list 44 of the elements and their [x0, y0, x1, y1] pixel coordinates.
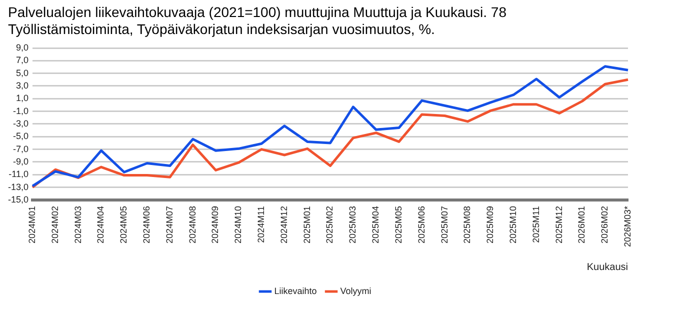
x-tick-label: 2026M03* [622, 205, 632, 248]
y-tick-label: 9,0 [16, 42, 29, 52]
x-tick-label: 2024M06 [142, 206, 152, 244]
x-tick-label: 2024M03 [72, 206, 83, 244]
x-tick-label: 2025M03 [348, 206, 358, 244]
y-tick-label: 5,0 [16, 68, 29, 78]
x-tick-label: 2024M11 [256, 206, 266, 243]
x-tick-label: 2025M12 [554, 206, 564, 244]
x-tick-label: 2025M09 [485, 206, 496, 244]
x-tick-label: 2024M04 [96, 206, 106, 244]
x-tick-label: 2025M02 [324, 206, 335, 244]
y-tick-label: -3,0 [13, 118, 29, 128]
y-tick-label: 7,0 [16, 55, 29, 66]
legend-label: Liikevaihto [274, 286, 317, 296]
y-tick-label: -7,0 [13, 144, 29, 154]
x-tick-label: 2025M04 [370, 206, 381, 244]
x-tick-label: 2024M10 [233, 206, 244, 244]
x-tick-label: 2024M12 [278, 206, 289, 244]
x-tick-label: 2025M11 [530, 206, 541, 243]
y-tick-label: -13,0 [8, 182, 29, 192]
x-tick-label: 2024M08 [187, 206, 198, 244]
x-tick-label: 2025M08 [462, 206, 472, 244]
legend-label: Volyymi [340, 286, 372, 296]
x-tick-label: 2024M05 [118, 206, 129, 244]
y-tick-label: -9,0 [13, 156, 29, 166]
x-tick-label: 2025M06 [416, 206, 426, 244]
x-tick-label: 2025M05 [393, 206, 404, 244]
x-tick-label: 2024M07 [164, 206, 174, 244]
x-tick-label: 2025M07 [439, 206, 450, 244]
x-tick-label: 2024M02 [50, 206, 60, 244]
y-tick-label: -5,0 [13, 131, 29, 142]
x-tick-label: 2024M09 [210, 206, 220, 244]
x-tick-label: 2024M01 [27, 206, 37, 244]
x-axis-title: Kuukausi [586, 262, 628, 273]
y-tick-label: -11,0 [8, 169, 29, 180]
y-tick-label: 1,0 [16, 93, 29, 104]
x-tick-label: 2025M01 [302, 206, 312, 244]
y-tick-label: 3,0 [16, 80, 29, 90]
x-tick-label: 2025M10 [508, 206, 518, 244]
chart-title: Palvelualojen liikevaihtokuvaaja (2021=100) muuttujina Muuttuja ja Kuukausi. 78 Työllistämistoiminta, Työpäiväkorjatun indeksisarjan vuosimuutos, %. [8, 4, 508, 38]
y-tick-label: -1,0 [13, 106, 29, 116]
y-tick-label: -15,0 [8, 194, 29, 204]
x-tick-label: 2026M02 [600, 206, 610, 244]
x-tick-label: 2026M01 [576, 206, 587, 244]
